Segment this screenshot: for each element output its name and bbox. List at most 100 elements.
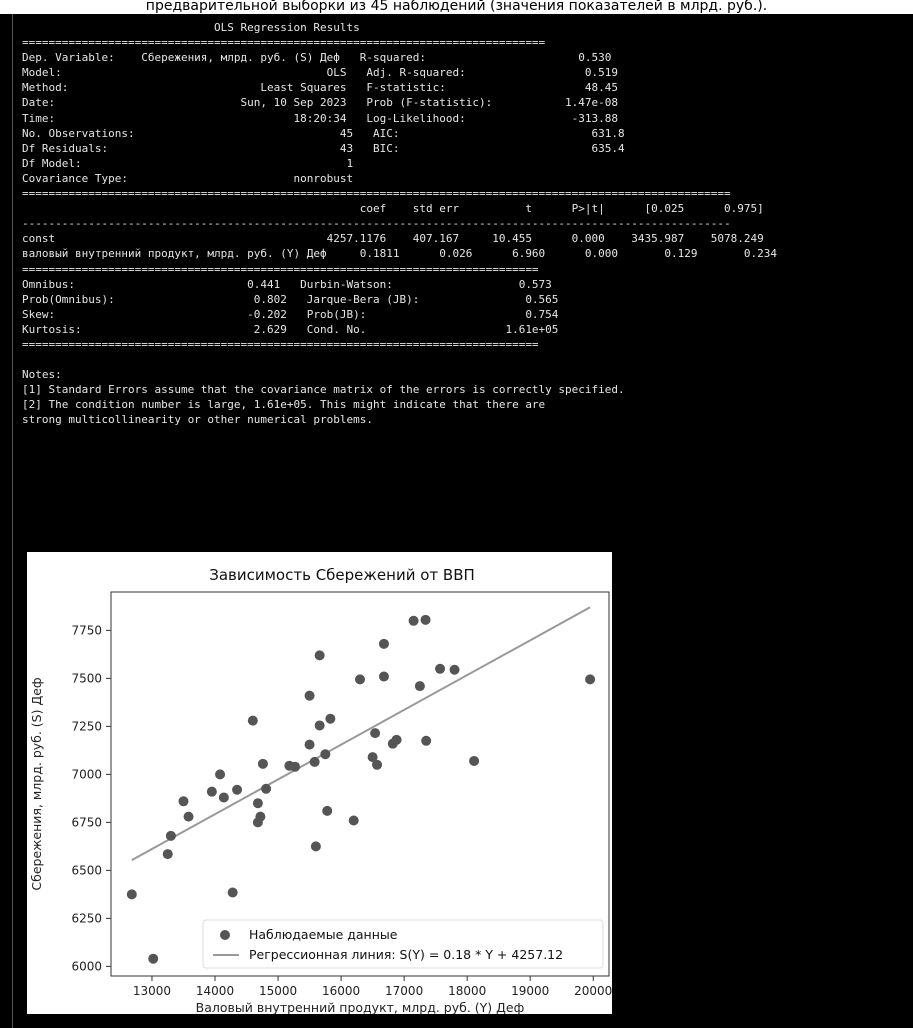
data-point <box>408 615 419 626</box>
x-tick-label: 20000 <box>574 984 612 998</box>
scatter-plot: Зависимость Сбережений от ВВП 6000 6250 65… <box>29 566 612 1014</box>
data-point <box>162 849 173 860</box>
x-tick-label: 14000 <box>196 984 234 998</box>
legend-box <box>202 919 604 969</box>
top-context-strip: предварительной выборки из 45 наблюдений… <box>0 0 913 14</box>
data-point <box>322 805 333 816</box>
x-tick-label: 13000 <box>133 984 171 998</box>
x-tick-label: 15000 <box>259 984 297 998</box>
regression-line <box>131 606 591 861</box>
summary-line: Model: OLS Adj. R-squared: 0.519 <box>22 66 619 80</box>
data-point <box>414 681 425 692</box>
data-point <box>126 889 137 900</box>
legend-label-observed: Наблюдаемые данные <box>249 927 398 942</box>
summary-line: Df Residuals: 43 BIC: 635.4 <box>22 141 625 155</box>
data-point <box>252 798 263 809</box>
data-point <box>367 752 378 763</box>
summary-line: Date: Sun, 10 Sep 2023 Prob (F-statistic… <box>22 96 619 110</box>
summary-line: Method: Least Squares F-statistic: 48.45 <box>22 81 619 95</box>
data-point <box>372 759 383 770</box>
summary-line: No. Observations: 45 AIC: 631.8 <box>22 126 625 140</box>
output-cell-border <box>12 14 13 1028</box>
chart-title: Зависимость Сбережений от ВВП <box>209 566 475 584</box>
summary-line: [1] Standard Errors assume that the cova… <box>22 383 625 397</box>
data-point <box>165 830 176 841</box>
y-axis-label: Сбережения, млрд. руб. (S) Деф <box>29 677 44 890</box>
y-tick-label: 6500 <box>71 863 102 877</box>
data-point <box>421 735 432 746</box>
x-tick-label: 19000 <box>511 984 549 998</box>
data-point <box>370 728 381 739</box>
y-tick-label: 6250 <box>71 911 102 925</box>
summary-line: Dep. Variable: Сбережения, млрд. руб. (S… <box>22 51 612 65</box>
summary-line: ========================================… <box>22 337 539 351</box>
summary-line: Kurtosis: 2.629 Cond. No. 1.61e+05 <box>22 322 559 336</box>
data-point <box>469 755 480 766</box>
data-point <box>232 784 243 795</box>
data-point <box>178 796 189 807</box>
legend-marker-observed <box>220 930 230 940</box>
summary-line: ========================================… <box>22 36 546 50</box>
summary-line: Time: 18:20:34 Log-Likelihood: -313.88 <box>22 111 619 125</box>
data-point <box>348 815 359 826</box>
summary-line: OLS Regression Results <box>22 21 546 34</box>
data-point <box>420 614 431 625</box>
page-header-text: предварительной выборки из 45 наблюдений… <box>145 0 768 14</box>
plot-frame <box>110 591 610 977</box>
summary-line: Notes: <box>22 368 62 382</box>
y-tick-label: 7500 <box>71 671 102 685</box>
summary-line: [2] The condition number is large, 1.61e… <box>22 398 546 412</box>
data-point <box>449 664 460 675</box>
data-point <box>314 720 325 731</box>
summary-line: Omnibus: 0.441 Durbin-Watson: 0.573 <box>22 277 552 291</box>
summary-line: ========================================… <box>22 262 539 276</box>
x-tick-label: 18000 <box>448 984 486 998</box>
data-point <box>290 761 301 772</box>
data-point <box>585 674 596 685</box>
data-point <box>435 663 446 674</box>
y-tick-label: 7750 <box>71 623 102 637</box>
data-point <box>148 953 159 964</box>
data-point <box>247 715 258 726</box>
data-point <box>309 756 320 767</box>
y-tick-label: 6750 <box>71 815 102 829</box>
x-tick-label: 16000 <box>322 984 360 998</box>
data-point <box>255 811 266 822</box>
chart-legend: Наблюдаемые данные Регрессионная линия: … <box>202 919 604 969</box>
data-point <box>183 811 194 822</box>
data-point <box>314 650 325 661</box>
data-point <box>355 674 365 685</box>
legend-label-regression: Регрессионная линия: S(Y) = 0.18 * Y + 4… <box>249 947 563 962</box>
data-point <box>215 769 226 780</box>
summary-line: ========================================… <box>22 187 731 201</box>
scatter-plot-card: Зависимость Сбережений от ВВП 6000 6250 65… <box>27 552 612 1014</box>
summary-line: Df Model: 1 <box>22 156 625 170</box>
data-point <box>227 887 238 898</box>
data-point <box>304 690 315 701</box>
summary-line: strong multicollinearity or other numeri… <box>22 413 373 427</box>
data-point <box>378 671 389 682</box>
data-point <box>325 713 336 724</box>
data-point <box>206 786 217 797</box>
summary-line: Prob(Omnibus): 0.802 Jarque-Bera (JB): 0… <box>22 292 559 306</box>
summary-line: Covariance Type: nonrobust <box>22 171 625 185</box>
y-tick-label: 7000 <box>71 767 102 781</box>
summary-line: coef std err t P>|t| [0.025 0.975] <box>22 202 764 216</box>
summary-line: const 4257.1176 407.167 10.455 0.000 343… <box>22 232 764 246</box>
data-point <box>378 638 389 649</box>
x-tick-label: 17000 <box>385 984 423 998</box>
data-point <box>320 749 331 760</box>
y-tick-label: 6000 <box>71 959 102 973</box>
plot-marks <box>126 606 596 964</box>
y-tick-label: 7250 <box>71 719 102 733</box>
summary-line: Skew: -0.202 Prob(JB): 0.754 <box>22 307 559 321</box>
summary-line: валовый внутренний продукт, млрд. руб. (… <box>22 247 777 261</box>
x-axis-ticks: 13000 14000 15000 16000 17000 18000 19000 20000 <box>133 976 612 998</box>
data-point <box>304 739 315 750</box>
summary-line <box>22 352 913 367</box>
data-point <box>257 758 268 769</box>
summary-line: ----------------------------------------… <box>22 217 731 231</box>
data-point <box>391 734 402 745</box>
y-axis-ticks: 6000 6250 6500 6750 7000 7250 7500 7750 <box>71 623 111 973</box>
data-point <box>261 783 272 794</box>
